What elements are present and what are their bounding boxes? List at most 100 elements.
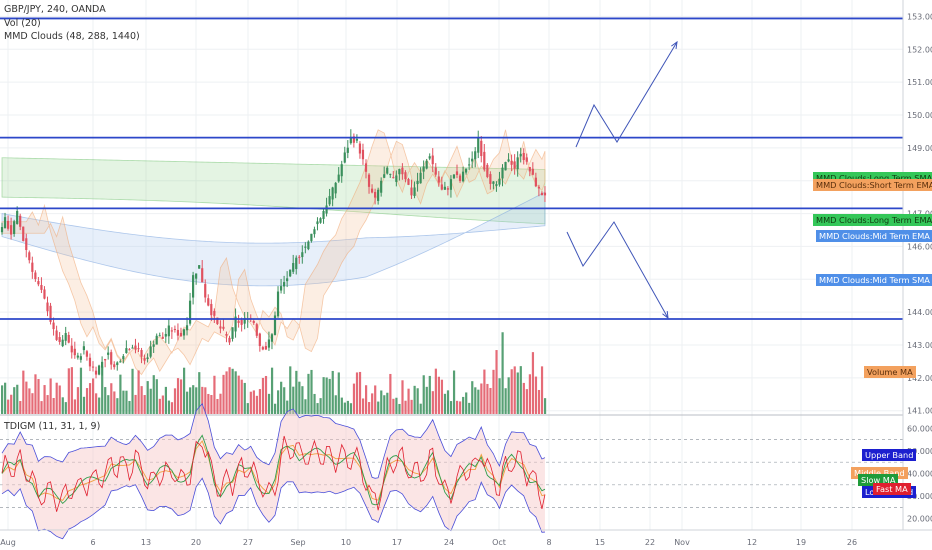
- candle-body: [449, 179, 453, 190]
- candle-body: [431, 155, 434, 165]
- symbol-legend[interactable]: GBP/JPY, 240, OANDA: [4, 4, 106, 15]
- price-tick-label: 149.000: [907, 144, 932, 153]
- mid-term-ema-label: MMD Clouds:Mid Term EMA: [816, 230, 932, 242]
- candle-body: [498, 178, 501, 185]
- candle-body: [407, 179, 410, 185]
- time-tick-label: 20: [191, 538, 201, 547]
- volume-bar: [398, 403, 401, 414]
- candle-body: [210, 303, 213, 316]
- tdi-upper-band: [1, 403, 546, 479]
- volume-bar: [346, 400, 349, 414]
- candle-body: [304, 246, 307, 248]
- volume-bar: [64, 402, 67, 414]
- candle-body: [437, 176, 440, 183]
- time-tick-label: 6: [90, 538, 95, 547]
- volume-bar: [298, 381, 301, 414]
- tdi-band-fill: [2, 403, 545, 539]
- volume-bar: [237, 375, 240, 414]
- candle-body: [419, 172, 422, 184]
- volume-bar: [543, 398, 547, 414]
- candle-body: [316, 221, 319, 225]
- volume-bar: [183, 367, 186, 414]
- candle-body: [292, 263, 295, 272]
- volume-bar: [85, 388, 89, 414]
- candle-body: [352, 136, 355, 143]
- volume-bar: [386, 392, 389, 414]
- candle-body: [170, 330, 173, 332]
- candle-body: [158, 335, 161, 337]
- volume-bar: [413, 385, 416, 414]
- volume-bar: [134, 394, 137, 414]
- candle-body: [349, 136, 352, 144]
- candle-body: [537, 186, 540, 189]
- candle-body: [107, 352, 110, 355]
- volume-legend[interactable]: Vol (20): [4, 18, 41, 29]
- volume-bar: [349, 403, 353, 414]
- candle-body: [477, 138, 480, 153]
- candle-body: [73, 348, 76, 356]
- candle-body: [443, 186, 446, 190]
- candle-body: [525, 157, 528, 162]
- volume-bar: [146, 381, 149, 414]
- mmd-legend[interactable]: MMD Clouds (48, 288, 1440): [4, 31, 140, 42]
- candle-body: [507, 159, 510, 162]
- volume-bar: [228, 367, 231, 414]
- volume-bar: [192, 385, 195, 414]
- volume-bar: [371, 393, 374, 414]
- volume-bar: [216, 398, 219, 414]
- candle-body: [31, 262, 34, 272]
- volume-bar: [468, 402, 471, 414]
- candle-body: [198, 265, 201, 269]
- volume-bar: [422, 375, 425, 414]
- candle-body: [461, 171, 465, 182]
- volume-bar: [449, 401, 453, 414]
- projection-arrows: [566, 40, 678, 320]
- candlesticks: [0, 129, 547, 379]
- time-axis[interactable]: Aug 6 13 20 27 Sep 10 17 24 Oct 8 15 22 Nov 12 19 26: [0, 529, 932, 547]
- volume-bar: [513, 366, 516, 414]
- candle-body: [155, 335, 158, 345]
- candle-body: [383, 174, 386, 178]
- candle-body: [119, 361, 122, 363]
- candle-body: [49, 305, 52, 322]
- volume-bar: [452, 370, 456, 414]
- volume-bar: [465, 392, 468, 414]
- volume-bar: [443, 393, 447, 414]
- candle-body: [358, 143, 362, 154]
- volume-bar: [537, 389, 541, 414]
- volume-bar: [110, 383, 113, 414]
- volume-bar: [210, 395, 213, 414]
- candle-body: [94, 370, 98, 375]
- volume-bar: [431, 391, 434, 414]
- candle-body: [164, 333, 167, 337]
- candle-body: [46, 302, 49, 312]
- candle-body: [480, 140, 483, 157]
- candle-body: [401, 167, 404, 175]
- mid-term-sma-label: MMD Clouds:Mid Term SMA: [816, 274, 932, 286]
- candle-body: [140, 349, 143, 357]
- tdi-legend[interactable]: TDIGM (11, 31, 1, 9): [4, 421, 101, 432]
- candle-body: [370, 188, 374, 193]
- candle-body: [261, 347, 264, 350]
- candle-body: [489, 174, 492, 184]
- volume-bar: [316, 403, 319, 414]
- candle-body: [116, 362, 119, 366]
- candle-body: [137, 348, 140, 350]
- candle-body: [22, 226, 25, 241]
- volume-bar: [498, 378, 501, 414]
- candle-body: [513, 161, 516, 169]
- candle-body: [334, 182, 337, 194]
- candle-body: [79, 356, 82, 360]
- volume-bar: [504, 388, 507, 414]
- candle-body: [219, 326, 222, 329]
- candle-body: [367, 174, 371, 187]
- candle-body: [104, 358, 107, 361]
- volume-bar: [167, 400, 171, 414]
- volume-bar: [73, 399, 76, 414]
- volume-bar: [113, 391, 116, 414]
- volume-bar: [365, 385, 368, 414]
- tdi-tick-label: 60.0000: [907, 424, 932, 433]
- volume-bar: [201, 386, 204, 414]
- candle-body: [179, 332, 183, 337]
